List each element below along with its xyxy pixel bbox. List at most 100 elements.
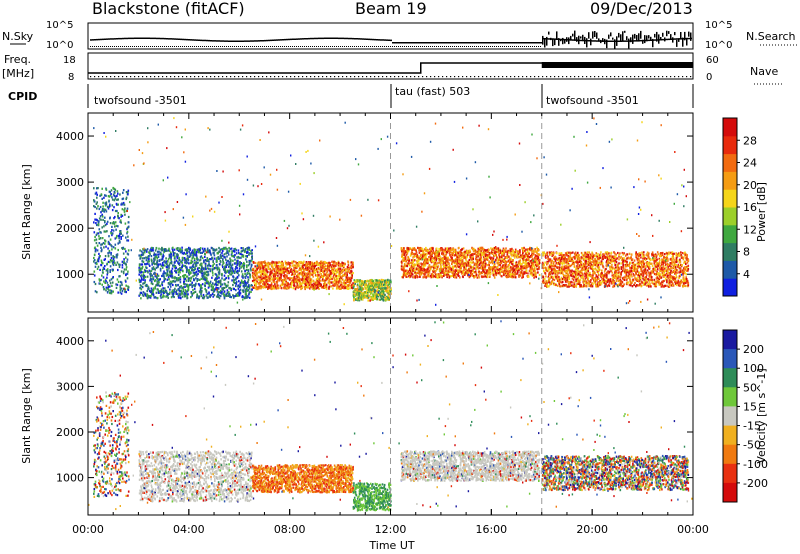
nave-sample: [566, 76, 567, 77]
echo-cell: [219, 251, 221, 253]
nsearch-sample: [206, 46, 207, 47]
nsearch-sample: [582, 35, 584, 41]
echo-cell: [105, 289, 107, 291]
echo-cell: [104, 243, 106, 245]
echo-cell: [157, 265, 159, 267]
echo-cell: [111, 189, 113, 191]
echo-cell: [138, 274, 140, 276]
nsearch-sample: [410, 46, 411, 47]
nsearch-sample: [392, 46, 393, 47]
nsky-sample: [256, 40, 258, 42]
echo-cell: [233, 276, 235, 278]
echo-cell: [237, 260, 239, 262]
echo-cell: [224, 275, 226, 277]
echo-cell: [158, 275, 160, 277]
nsky-sample: [440, 42, 442, 44]
nave-sample: [362, 76, 363, 77]
nsky-sample: [472, 42, 474, 44]
echo-cell: [204, 253, 206, 255]
echo-cell: [162, 258, 164, 260]
echo-cell: [111, 290, 113, 292]
nsky-sample: [390, 40, 392, 42]
nave-sample: [114, 76, 115, 77]
nsearch-sample: [180, 46, 181, 47]
nsky-sample: [366, 39, 368, 41]
nsky-sample: [176, 38, 178, 40]
echo-cell: [283, 262, 285, 264]
nave-sample: [686, 76, 687, 77]
echo-cell: [174, 291, 176, 293]
echo-cell: [180, 281, 182, 283]
echo-cell: [110, 265, 112, 267]
nsky-sample: [238, 41, 240, 43]
echo-cell: [158, 263, 160, 265]
echo-cell: [96, 197, 98, 199]
nave-sample: [162, 76, 163, 77]
echo-cell: [111, 226, 113, 228]
echo-cell: [167, 286, 169, 288]
nsky-sample: [484, 42, 486, 44]
echo-cell: [106, 201, 108, 203]
echo-cell: [235, 285, 237, 287]
echo-cell: [191, 277, 193, 279]
echo-cell: [114, 192, 116, 194]
echo-cell: [201, 270, 203, 272]
nsearch-sample: [200, 46, 201, 47]
nsky-sample: [150, 38, 152, 40]
echo-cell: [208, 268, 210, 270]
nsky-sample: [482, 42, 484, 44]
echo-cell: [213, 252, 215, 254]
nsky-sample: [508, 42, 510, 44]
nsearch-sample: [234, 46, 235, 47]
nsky-sample: [548, 38, 550, 40]
echo-cell: [147, 276, 149, 278]
nave-sample: [410, 76, 411, 77]
nave-sample: [102, 76, 103, 77]
nsky-sample: [172, 38, 174, 40]
nsearch-sample: [310, 46, 311, 47]
nave-sample: [466, 76, 467, 77]
echo-cell: [219, 258, 221, 260]
echo-cell: [99, 269, 101, 271]
echo-cell: [324, 270, 326, 272]
echo-cell: [157, 297, 159, 299]
nsky-sample: [266, 40, 268, 42]
nsky-sample: [268, 40, 270, 42]
nave-sample: [182, 76, 183, 77]
echo-cell: [222, 283, 224, 285]
echo-cell: [338, 285, 340, 287]
nsky-tick-top: 10^5: [46, 20, 73, 31]
nsky-sample: [374, 39, 376, 41]
echo-cell: [246, 261, 248, 263]
nsky-sample: [192, 39, 194, 41]
nave-sample: [498, 76, 499, 77]
nave-sample: [250, 76, 251, 77]
nave-sample: [642, 76, 643, 77]
echo-cell: [117, 284, 119, 286]
nsearch-sample: [198, 46, 199, 47]
echo-cell: [94, 236, 96, 238]
echo-cell: [236, 252, 238, 254]
nsearch-sample: [250, 46, 251, 47]
echo-cell: [368, 295, 370, 297]
echo-cell: [249, 291, 251, 293]
nsky-sample: [556, 39, 558, 41]
echo-cell: [162, 284, 164, 286]
echo-cell: [171, 296, 173, 298]
freq-trace: [88, 62, 693, 77]
echo-cell: [264, 282, 266, 284]
nave-sample: [538, 76, 539, 77]
echo-cell: [106, 223, 108, 225]
echo-cell: [194, 279, 196, 281]
nsearch-sample: [156, 46, 157, 47]
nsky-sample: [428, 42, 430, 44]
nsearch-sample: [408, 46, 409, 47]
nave-sample: [474, 76, 475, 77]
echo-cell: [313, 280, 315, 282]
nsearch-sample: [376, 46, 377, 47]
echo-cell: [120, 233, 122, 235]
nave-sample: [690, 76, 691, 77]
echo-cell: [107, 268, 109, 270]
nsearch-sample: [256, 46, 257, 47]
nave-sample: [314, 76, 315, 77]
